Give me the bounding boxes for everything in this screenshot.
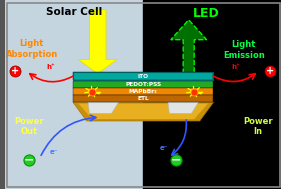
Bar: [5, 0, 143, 189]
Bar: [73, 88, 214, 95]
Text: Power
Out: Power Out: [14, 117, 44, 136]
Text: Light
Emission: Light Emission: [223, 40, 265, 60]
Text: Light
Absorption: Light Absorption: [6, 40, 58, 59]
Text: LED: LED: [193, 7, 220, 20]
Text: PEDOT:PSS: PEDOT:PSS: [125, 82, 161, 87]
Text: −: −: [24, 153, 34, 166]
Polygon shape: [73, 102, 214, 121]
Text: h⁺: h⁺: [231, 64, 240, 70]
Text: ETL: ETL: [137, 96, 149, 101]
Polygon shape: [88, 102, 118, 113]
Text: −: −: [171, 153, 182, 166]
Polygon shape: [171, 20, 207, 73]
Text: h⁺: h⁺: [47, 64, 55, 70]
Polygon shape: [78, 9, 117, 74]
Bar: [73, 72, 214, 80]
Bar: [73, 81, 214, 88]
Text: Power
In: Power In: [243, 117, 272, 136]
Text: +: +: [266, 66, 274, 76]
Polygon shape: [78, 104, 208, 119]
Text: Solar Cell: Solar Cell: [46, 7, 103, 17]
Text: +: +: [11, 66, 19, 76]
Bar: [143, 0, 281, 189]
Text: ITO: ITO: [138, 74, 149, 79]
Bar: [73, 95, 214, 102]
Text: MAPbBr₃: MAPbBr₃: [129, 89, 158, 94]
Text: e⁻: e⁻: [160, 145, 168, 151]
Polygon shape: [168, 102, 198, 113]
Text: e⁻: e⁻: [49, 149, 58, 155]
Bar: [73, 72, 214, 80]
